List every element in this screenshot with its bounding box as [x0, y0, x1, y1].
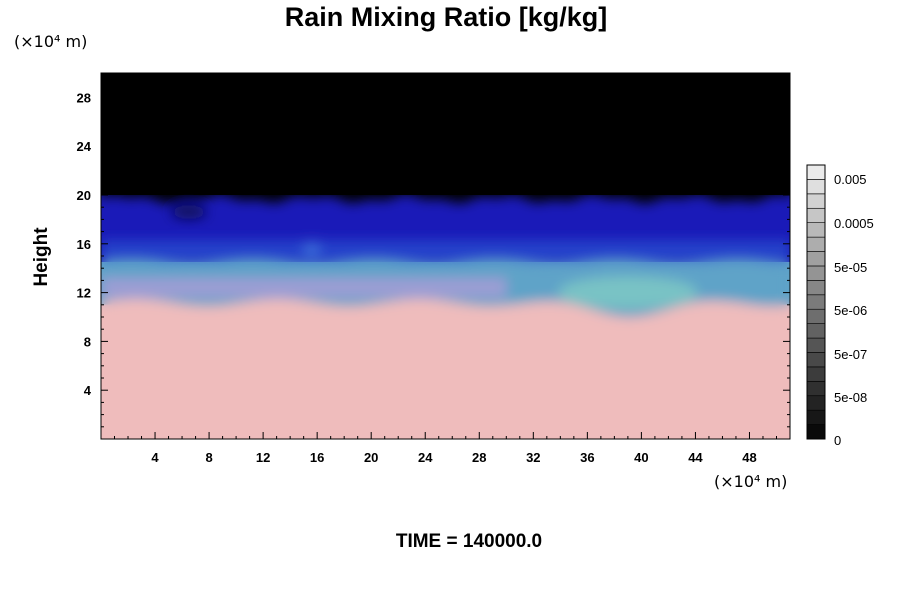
colorbar-label: 5e-07 [834, 347, 867, 362]
x-tick-label: 36 [580, 450, 594, 465]
colorbar-segment [806, 280, 826, 296]
colorbar-segment [806, 323, 826, 339]
lavender-fringe [101, 277, 507, 298]
x-axis-ticks: 4 8 12 16 20 24 28 32 36 40 44 48 [114, 73, 777, 465]
y-tick-label: 20 [77, 188, 91, 203]
y-tick-label: 16 [77, 237, 91, 252]
colorbar-segment [806, 236, 826, 252]
colorbar-segment [806, 294, 826, 310]
colorbar-segment [806, 265, 826, 281]
colorbar-label: 0 [834, 433, 841, 448]
x-tick-label: 16 [310, 450, 324, 465]
colorbar: 0.005 0.0005 5e-05 5e-06 5e-07 5e-08 0 [806, 164, 874, 448]
x-tick-label: 28 [472, 450, 486, 465]
x-tick-label: 48 [742, 450, 756, 465]
x-tick-label: 40 [634, 450, 648, 465]
colorbar-segment [806, 366, 826, 382]
x-tick-label: 20 [364, 450, 378, 465]
colorbar-label: 5e-06 [834, 303, 867, 318]
colorbar-segment [806, 352, 826, 368]
colorbar-segment [806, 222, 826, 238]
colorbar-label: 5e-08 [834, 390, 867, 405]
teal-patch [557, 276, 698, 309]
colorbar-label: 5e-05 [834, 260, 867, 275]
y-tick-label: 28 [77, 90, 91, 105]
mid-blue-band [101, 240, 790, 263]
y-tick-label: 4 [84, 383, 92, 398]
y-axis-ticks: 4 8 12 16 20 24 28 [77, 84, 790, 428]
field-texture [101, 73, 790, 439]
x-tick-label: 8 [205, 450, 212, 465]
colorbar-segment [806, 308, 826, 324]
x-tick-label: 32 [526, 450, 540, 465]
y-tick-label: 24 [77, 139, 92, 154]
colorbar-label: 0.0005 [834, 216, 874, 231]
colorbar-frame [806, 164, 826, 440]
colorbar-segment [806, 179, 826, 195]
colorbar-label: 0.005 [834, 172, 867, 187]
dark-blotch [170, 205, 207, 220]
heatmap-field [101, 73, 790, 439]
pink-boundary [101, 298, 790, 439]
chart-title: Rain Mixing Ratio [kg/kg] [284, 2, 608, 32]
blue-bump [302, 240, 321, 259]
x-tick-label: 12 [256, 450, 270, 465]
colorbar-segment [806, 395, 826, 411]
blue-layer-top-edge [101, 73, 790, 204]
y-tick-label: 12 [77, 286, 91, 301]
colorbar-segment [806, 251, 826, 267]
colorbar-segment [806, 381, 826, 397]
colorbar-segment [806, 337, 826, 353]
colorbar-segment [806, 164, 826, 180]
colorbar-segment [806, 424, 826, 440]
x-tick-label: 4 [151, 450, 159, 465]
x-tick-label: 44 [688, 450, 703, 465]
y-axis-unit: (×10⁴ m) [14, 32, 88, 51]
colorbar-segment [806, 207, 826, 223]
x-axis-unit: (×10⁴ m) [714, 472, 788, 491]
time-label: TIME = 140000.0 [395, 531, 543, 552]
y-tick-label: 8 [84, 334, 91, 349]
colorbar-segment [806, 409, 826, 425]
x-tick-label: 24 [418, 450, 433, 465]
colorbar-segment [806, 193, 826, 209]
